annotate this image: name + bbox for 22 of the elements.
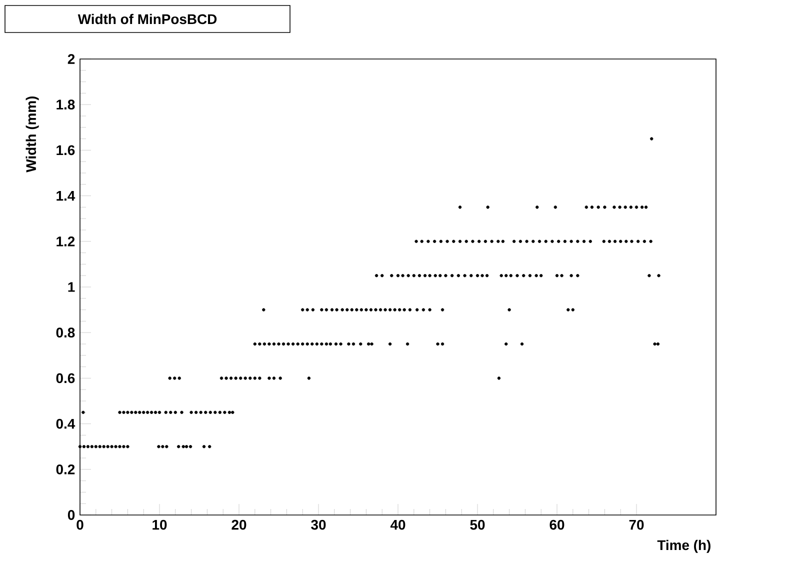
y-tick-label: 1.4 <box>56 191 76 201</box>
y-tick-label: 1.6 <box>56 145 75 156</box>
x-tick-label: 20 <box>232 520 246 530</box>
y-tick-label: 1 <box>68 282 75 292</box>
y-tick-label: 0.8 <box>56 328 75 338</box>
x-tick-label: 60 <box>550 520 564 530</box>
x-tick-label: 30 <box>311 520 326 530</box>
x-axis-title: Time (h) <box>657 540 710 553</box>
x-tick-label: 70 <box>629 520 644 530</box>
x-tick-label: 40 <box>390 520 406 530</box>
chart-title: Width of MinPosBCD <box>78 14 217 24</box>
y-tick-label: 2 <box>68 54 75 64</box>
x-tick-label: 0 <box>76 520 84 530</box>
x-tick-label: 10 <box>152 520 167 530</box>
y-tick-label: 0.4 <box>56 418 76 429</box>
x-tick-label: 50 <box>470 520 485 530</box>
y-tick-label: 0.6 <box>56 373 75 384</box>
y-tick-label: 0 <box>68 510 75 520</box>
y-tick-label: 0.2 <box>56 464 75 474</box>
y-tick-label: 1.2 <box>56 236 75 246</box>
y-tick-label: 1.8 <box>56 100 75 110</box>
y-axis-title: Width (mm) <box>26 96 39 172</box>
